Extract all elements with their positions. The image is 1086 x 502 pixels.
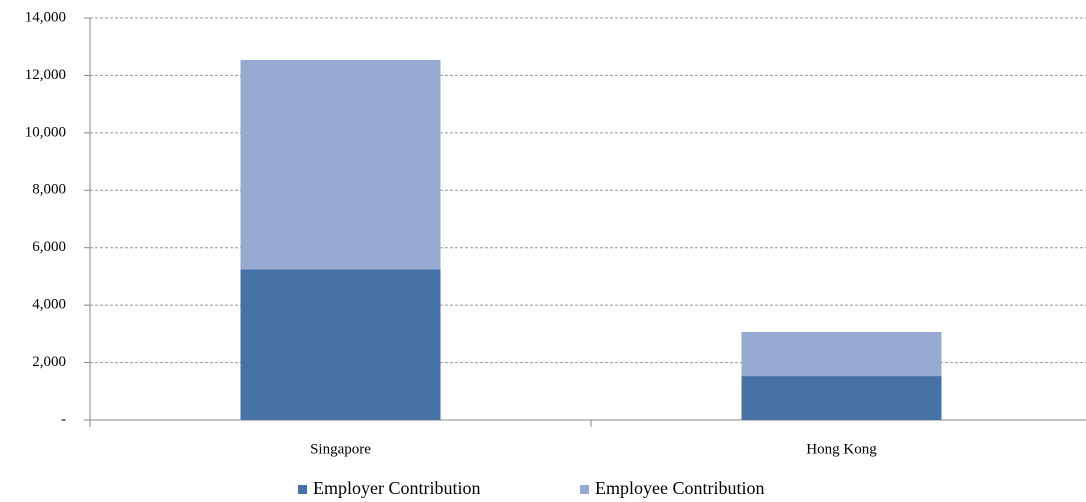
y-tick-label: 12,000 — [25, 67, 66, 83]
legend-label: Employee Contribution — [595, 478, 764, 498]
y-tick-label: 8,000 — [32, 182, 66, 198]
x-tick-label: Singapore — [310, 441, 371, 457]
y-tick-label: 4,000 — [32, 297, 66, 313]
bar-segment — [741, 331, 942, 377]
bar-segment — [741, 376, 942, 420]
y-tick-label: 2,000 — [32, 354, 66, 370]
legend-swatch — [580, 485, 589, 494]
bar-segment — [240, 59, 441, 270]
y-tick-label: - — [61, 411, 66, 427]
y-tick-label: 10,000 — [25, 124, 66, 140]
x-tick-label: Hong Kong — [806, 441, 877, 457]
y-tick-label: 6,000 — [32, 239, 66, 255]
bar-segment — [240, 269, 441, 420]
legend-swatch — [298, 485, 307, 494]
legend-label: Employer Contribution — [313, 478, 480, 498]
y-tick-label: 14,000 — [25, 9, 66, 25]
